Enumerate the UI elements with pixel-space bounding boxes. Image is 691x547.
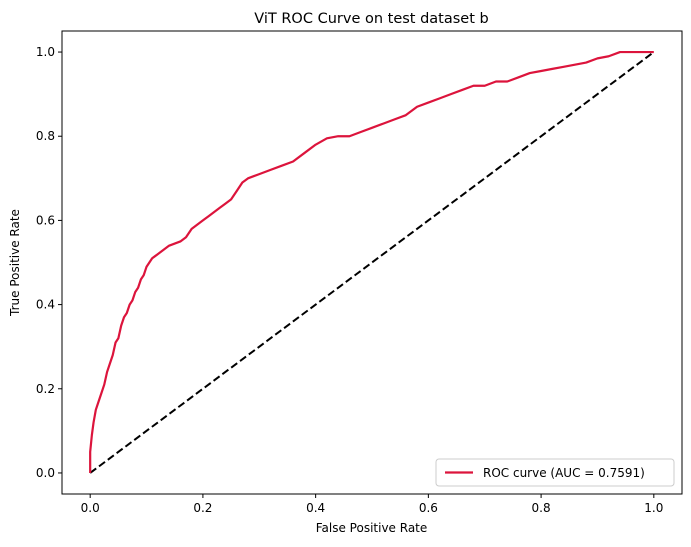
y-tick-label: 0.0	[36, 466, 55, 480]
legend-label: ROC curve (AUC = 0.7591)	[483, 466, 645, 480]
y-tick-label: 0.4	[36, 298, 55, 312]
chart-title: ViT ROC Curve on test dataset b	[254, 11, 488, 27]
x-tick-label: 0.0	[81, 501, 100, 515]
series-layer	[89, 50, 655, 474]
y-tick-label: 0.8	[36, 129, 55, 143]
x-tick-label: 0.6	[419, 501, 438, 515]
y-tick-label: 0.2	[36, 382, 55, 396]
x-tick-label: 0.4	[306, 501, 325, 515]
y-tick-label: 0.6	[36, 213, 55, 227]
plot-frame	[61, 30, 683, 495]
y-ticks: 0.0 0.2 0.4 0.6 0.8 1.0	[36, 45, 62, 480]
x-axis-title: False Positive Rate	[316, 521, 428, 535]
x-tick-label: 0.2	[193, 501, 212, 515]
roc-curve-line	[89, 50, 654, 473]
x-tick-label: 0.8	[532, 501, 551, 515]
legend-box	[435, 458, 675, 487]
y-tick-label: 1.0	[36, 45, 55, 59]
chance-diagonal-line	[89, 51, 655, 474]
x-tick-label: 1.0	[644, 501, 663, 515]
y-axis-title: True Positive Rate	[8, 209, 22, 317]
x-ticks: 0.0 0.2 0.4 0.6 0.8 1.0	[81, 494, 663, 515]
legend: ROC curve (AUC = 0.7591)	[435, 458, 675, 487]
